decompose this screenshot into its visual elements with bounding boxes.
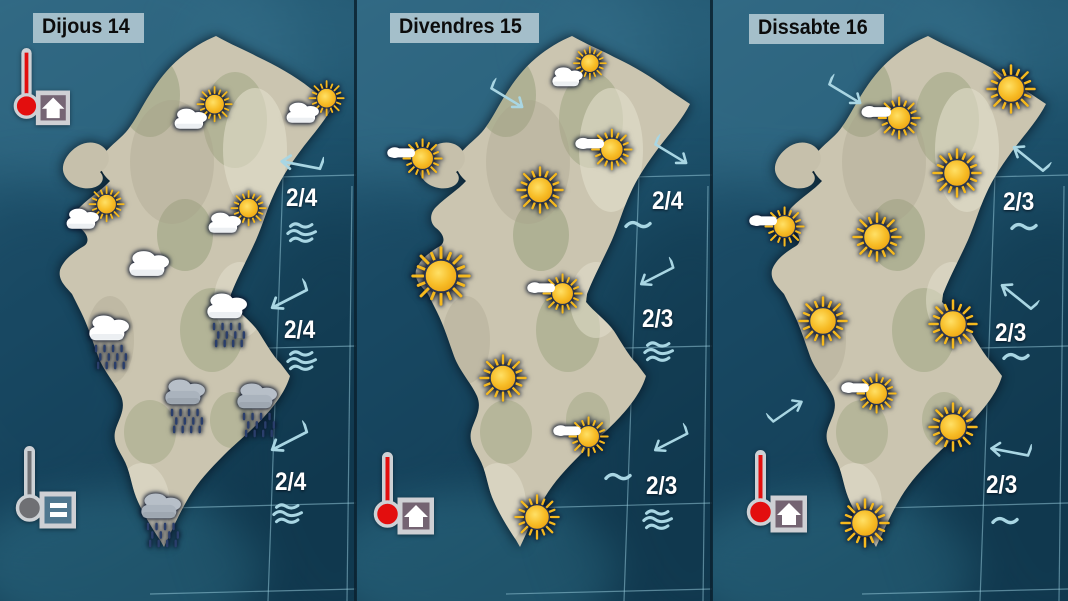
sun-icon <box>928 299 978 349</box>
wave-slight-icon <box>1010 220 1038 233</box>
wave-slight-icon <box>624 218 652 231</box>
sun-icon <box>411 246 471 306</box>
panel-divider <box>354 0 357 601</box>
gray-cloud-rain-icon <box>136 490 192 553</box>
sun-icon <box>479 354 527 402</box>
sun-icon <box>516 166 564 214</box>
thermometer-rising-icon <box>745 448 807 544</box>
sun-icon <box>928 402 978 452</box>
wave-slight-icon <box>1002 350 1030 363</box>
waves-rough-icon <box>272 502 306 527</box>
sun-icon <box>514 494 560 540</box>
wind-arrow-west-icon <box>272 148 324 178</box>
forecast-panel-day1: Dijous 14 2/4 2/4 2/4 <box>0 0 356 601</box>
sea-state-label: 2/4 <box>284 316 319 345</box>
sea-state-value: 2/3 <box>642 305 674 333</box>
cloud-icon <box>126 248 178 280</box>
sun-icon <box>798 296 848 346</box>
waves-rough-icon <box>286 221 320 246</box>
thermometer-steady-icon <box>14 444 76 540</box>
sea-state-value: 2/4 <box>284 316 316 344</box>
sea-state-value: 2/3 <box>646 472 678 500</box>
sea-state-label: 2/3 <box>642 305 677 334</box>
sun-with-small-cloud-icon <box>746 204 806 249</box>
sun-icon <box>840 498 890 548</box>
sun-with-clouds-icon <box>206 190 268 243</box>
wave-slight-icon <box>604 470 632 483</box>
thermometer-rising-icon <box>372 450 434 546</box>
sea-state-label: 2/4 <box>652 187 687 216</box>
sea-state-value: 2/4 <box>286 184 318 212</box>
day-label-text: Divendres 15 <box>399 15 522 38</box>
sun-with-small-cloud-icon <box>524 271 584 316</box>
waves-rough-icon <box>643 340 677 365</box>
sea-state-label: 2/3 <box>986 471 1021 500</box>
sun-with-small-cloud-icon <box>572 126 634 173</box>
gray-cloud-rain-icon <box>160 376 216 439</box>
day-label-chip: Divendres 15 <box>390 13 539 43</box>
sun-icon <box>932 148 982 198</box>
sea-state-label: 2/4 <box>275 468 310 497</box>
forecast-panel-day3: Dissabte 16 2/3 2/3 2/3 <box>712 0 1068 601</box>
sun-with-clouds-icon <box>64 186 126 239</box>
day-label-chip: Dijous 14 <box>33 13 145 43</box>
sea-state-label: 2/3 <box>995 319 1030 348</box>
sun-icon <box>852 212 902 262</box>
day-label-text: Dijous 14 <box>42 15 130 38</box>
white-cloud-rain-icon <box>202 290 258 353</box>
panel-divider <box>710 0 713 601</box>
sea-state-value: 2/3 <box>1003 188 1035 216</box>
wave-slight-icon <box>991 514 1019 527</box>
sea-state-label: 2/3 <box>646 472 681 501</box>
sun-icon <box>986 64 1036 114</box>
wind-arrow-west-icon <box>982 436 1032 464</box>
sea-state-label: 2/4 <box>286 184 321 213</box>
sun-with-small-cloud-icon <box>838 371 898 416</box>
waves-rough-icon <box>642 508 676 533</box>
forecast-panel-day2: Divendres 15 2/4 2/3 2/3 <box>356 0 712 601</box>
waves-rough-icon <box>286 349 320 374</box>
sea-state-value: 2/3 <box>986 471 1018 499</box>
sun-with-small-cloud-icon <box>384 136 444 181</box>
white-cloud-rain-icon <box>84 312 140 375</box>
sea-state-value: 2/4 <box>275 468 307 496</box>
sea-state-label: 2/3 <box>1003 188 1038 217</box>
sun-with-clouds-icon <box>550 46 608 96</box>
gray-cloud-rain-icon <box>232 380 288 443</box>
sea-state-value: 2/4 <box>652 187 684 215</box>
day-label-text: Dissabte 16 <box>758 16 868 39</box>
sun-with-clouds-icon <box>284 80 346 133</box>
sun-with-small-cloud-icon <box>858 94 922 142</box>
sea-state-value: 2/3 <box>995 319 1027 347</box>
day-label-chip: Dissabte 16 <box>749 14 884 44</box>
thermometer-rising-icon <box>12 46 70 136</box>
sun-with-small-cloud-icon <box>550 414 610 459</box>
sun-with-clouds-icon <box>172 86 234 139</box>
